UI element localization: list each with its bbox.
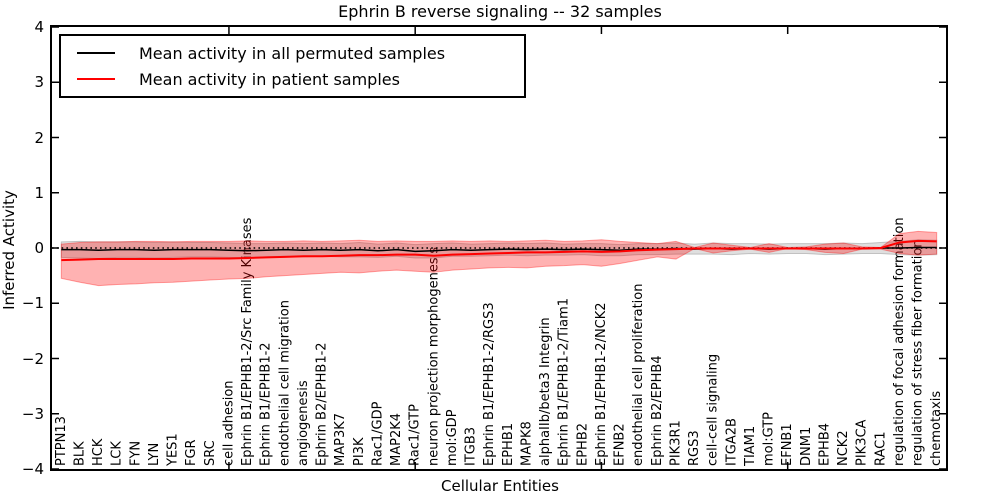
x-tick-label: PTPN13 — [54, 416, 69, 466]
patient-mean-line — [61, 239, 937, 262]
legend-item-patient: Mean activity in patient samples — [77, 70, 524, 89]
x-tick-label: EPHB1 — [501, 423, 516, 466]
x-tick-label: FGR — [184, 439, 199, 466]
page-title: Ephrin B reverse signaling -- 32 samples — [338, 2, 662, 21]
y-tick-label: −4 — [21, 460, 44, 478]
y-tick-label: 0 — [34, 239, 44, 257]
y-tick-label: 1 — [34, 183, 44, 202]
patient-band — [60, 230, 938, 287]
x-tick-label: angiogenesis — [296, 380, 311, 466]
x-tick-label: PI3K — [352, 437, 367, 466]
x-tick-label: Rac1/GTP — [408, 404, 423, 466]
legend: Mean activity in all permuted samples Me… — [59, 34, 526, 98]
y-tick-label: −1 — [21, 294, 44, 313]
x-tick-label: NCK2 — [836, 430, 851, 466]
chart-canvas: PTPN13 BLK HCK LCK FYN LYN YES1 FGR SRC cell adhe… — [52, 27, 946, 469]
x-tick-label: Rac1/GDP — [370, 401, 385, 466]
x-tick-label: alphaIIb/beta3 Integrin — [538, 317, 553, 466]
x-tick-label: ITGB3 — [464, 427, 479, 466]
x-tick-label: PIK3CA — [855, 419, 870, 466]
x-tick-label: cell-cell signaling — [706, 354, 721, 466]
x-tick-label: ITGA2B — [724, 418, 739, 466]
y-tick-label: 4 — [34, 18, 44, 36]
x-tick-label: MAPK8 — [519, 421, 534, 466]
x-tick-label: LCK — [110, 441, 125, 466]
plot-area: PTPN13 BLK HCK LCK FYN LYN YES1 FGR SRC cell adhe… — [50, 25, 948, 471]
x-tick-label: RGS3 — [687, 430, 702, 466]
x-tick-label: EPHB2 — [575, 423, 590, 466]
x-tick-label: Ephrin B1/EPHB1-2/RGS3 — [482, 302, 497, 466]
x-tick-label: neuron projection morphogenesis — [426, 247, 441, 466]
x-tick-label: BLK — [72, 441, 87, 466]
x-tick-label: Ephrin B1/EPHB1-2/Src Family Kinases — [240, 217, 255, 466]
x-tick-label: chemotaxis — [929, 391, 944, 466]
x-tick-label: LYN — [147, 443, 162, 466]
y-tick-label: 3 — [34, 73, 44, 92]
legend-label: Mean activity in all permuted samples — [139, 43, 446, 63]
x-tick-label: SRC — [203, 440, 218, 466]
x-tick-label: YES1 — [166, 433, 181, 467]
x-tick-label: mol:GTP — [762, 412, 777, 466]
x-tick-label: TIAM1 — [743, 426, 758, 467]
x-tick-label: FYN — [128, 441, 143, 466]
y-tick-label: −3 — [21, 404, 44, 423]
x-axis-label: Cellular Entities — [441, 477, 559, 495]
x-tick-label: Ephrin B2/EPHB1-2 — [315, 342, 330, 466]
x-tick-label: Ephrin B1/EPHB1-2/NCK2 — [594, 302, 609, 466]
x-tick-label: HCK — [91, 438, 106, 466]
x-tick-label: EFNB1 — [780, 423, 795, 466]
y-tick-label: −2 — [21, 349, 44, 368]
x-tick-label: EFNB2 — [613, 423, 628, 466]
x-tick-label: mol:GDP — [445, 409, 460, 466]
x-tick-label: MAP3K7 — [333, 413, 348, 466]
x-tick-label: MAP2K4 — [389, 413, 404, 466]
x-tick-label: endothelial cell proliferation — [631, 284, 646, 467]
permuted-line-swatch-icon — [77, 52, 115, 54]
y-tick-label: 2 — [34, 128, 44, 147]
x-tick-label: regulation of focal adhesion formation — [892, 217, 907, 466]
x-tick-label: cell adhesion — [221, 380, 236, 466]
legend-label: Mean activity in patient samples — [139, 69, 400, 89]
x-tick-label: regulation of stress fiber formation — [911, 239, 926, 466]
patient-line-swatch-icon — [77, 78, 115, 80]
x-tick-label: Ephrin B1/EPHB1-2 — [259, 342, 274, 466]
x-tick-label: Ephrin B1/EPHB1-2/Tiam1 — [557, 298, 572, 466]
x-tick-label: EPHB4 — [817, 423, 832, 466]
x-tick-label: endothelial cell migration — [277, 300, 292, 466]
x-tick-label: DNM1 — [799, 427, 814, 466]
x-tick-label: RAC1 — [873, 431, 888, 466]
x-tick-label: Ephrin B2/EPHB4 — [650, 355, 665, 466]
x-tick-label: PIK3R1 — [668, 420, 683, 466]
legend-item-permuted: Mean activity in all permuted samples — [77, 44, 524, 63]
